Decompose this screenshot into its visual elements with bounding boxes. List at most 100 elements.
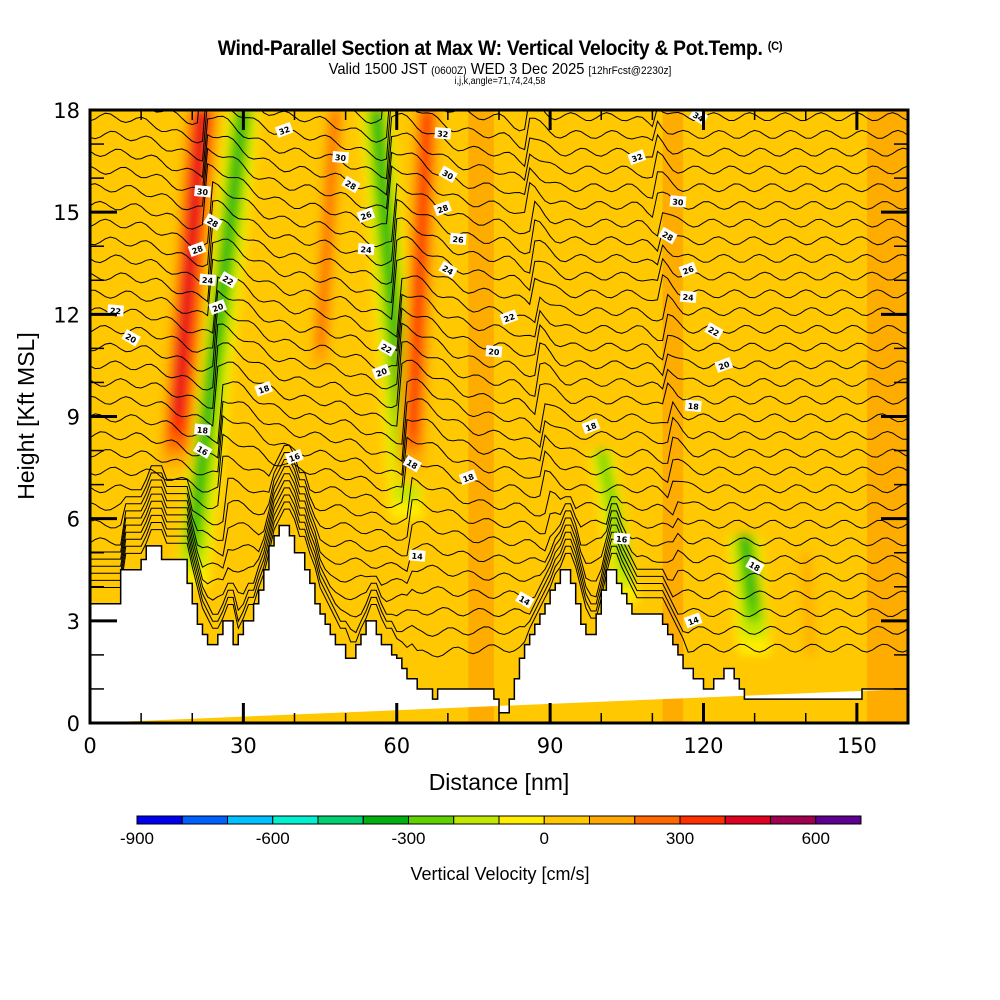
theta-contour-line	[90, 508, 908, 658]
contour-label-bg	[341, 175, 361, 194]
contour-label-text: 24	[682, 293, 694, 303]
theta-contour-line	[90, 180, 908, 249]
contour-label: 14	[683, 612, 703, 629]
colorbar-swatch	[227, 815, 274, 825]
colorbar: -900 -600 -300 0 300 600	[120, 815, 862, 848]
theta-contour-line	[90, 163, 908, 230]
contour-label-text: 14	[687, 615, 701, 627]
contour-label-bg	[187, 241, 207, 258]
contour-label: 20	[371, 363, 391, 380]
colorbar-swatch	[543, 815, 590, 825]
contour-label-bg	[284, 448, 304, 465]
contour-label-bg	[458, 469, 478, 486]
contour-label-bg	[669, 195, 687, 208]
colorbar-swatch	[589, 815, 636, 825]
theta-contour-line	[90, 398, 908, 463]
chart-title-text: Wind-Parallel Section at Max W: Vertical…	[217, 37, 763, 60]
theta-contours	[90, 110, 908, 658]
contour-label-bg	[515, 591, 535, 609]
contour-label-text: 32	[437, 129, 449, 139]
contour-label-bg	[193, 441, 213, 459]
contour-label: 18	[684, 399, 702, 412]
colorbar-swatch	[679, 815, 726, 825]
field-band	[769, 110, 806, 723]
contour-label-bg	[627, 149, 647, 166]
contour-label: 26	[678, 261, 698, 278]
contour-label-text: 18	[584, 421, 598, 433]
contour-label: 20	[485, 345, 503, 358]
colorbar-swatch	[181, 815, 228, 825]
chart-title: Wind-Parallel Section at Max W: Vertical…	[40, 37, 960, 61]
colorbar-tick-label: -600	[256, 829, 290, 848]
colorbar-swatch	[634, 815, 681, 825]
y-tick-label: 0	[67, 712, 80, 736]
theta-contour-line	[90, 466, 908, 557]
terrain-mask	[90, 524, 908, 723]
contour-label-bg	[408, 549, 426, 562]
contour-label: 24	[679, 290, 697, 303]
contour-label-bg	[704, 322, 724, 340]
contour-label-text: 28	[436, 203, 450, 215]
contour-label-text: 32	[278, 125, 292, 137]
theta-contour-line	[90, 494, 908, 618]
contour-label-text: 16	[616, 535, 628, 545]
theta-contour-line	[90, 501, 908, 637]
contour-label-text: 26	[682, 264, 696, 276]
y-tick-label: 3	[67, 610, 80, 634]
contour-label: 22	[499, 309, 519, 326]
colorbar-tick-label: 600	[802, 829, 830, 848]
downdraft-region	[740, 535, 759, 604]
grid-indices: i,j,k,angle=71,74,24,58	[454, 76, 546, 87]
y-tick-label: 9	[67, 406, 80, 430]
contour-label: 28	[433, 200, 452, 217]
theta-contour-line	[90, 473, 908, 573]
x-tick-label: 120	[683, 734, 723, 758]
x-tick-label: 150	[837, 734, 877, 758]
forecast-info: [12hrFcst@2230z]	[588, 65, 672, 77]
theta-contour-line	[90, 378, 908, 445]
contour-label-bg	[332, 151, 350, 164]
contour-label-bg	[199, 273, 217, 286]
terrain-profile	[90, 524, 908, 723]
contour-label: 26	[449, 232, 467, 246]
colorbar-tick-label: -900	[120, 829, 154, 848]
theta-contour-line	[90, 198, 908, 268]
contour-label: 26	[356, 207, 376, 224]
copyright-mark: (C)	[767, 39, 783, 53]
contour-label: 30	[332, 151, 350, 164]
contour-label: 18	[254, 380, 274, 397]
contour-label-bg	[356, 207, 376, 224]
contour-label-bg	[208, 299, 228, 315]
contour-label-bg	[433, 200, 452, 217]
contour-label: 32	[274, 122, 294, 138]
contour-label-bg	[218, 271, 238, 289]
contour-label: 14	[408, 549, 426, 562]
theta-contour-line	[90, 147, 908, 211]
contour-label-bg	[485, 345, 503, 358]
contour-label-bg	[434, 127, 452, 140]
theta-contour-line	[90, 414, 908, 476]
contour-label-bg	[438, 260, 458, 279]
y-tick-label: 12	[53, 303, 80, 327]
contour-label: 30	[669, 195, 687, 208]
colorbar-title: Vertical Velocity [cm/s]	[410, 864, 589, 884]
theta-contour-line	[90, 359, 908, 427]
contour-label-bg	[499, 309, 519, 326]
x-tick-label: 90	[537, 734, 564, 758]
contour-label-text: 18	[196, 426, 208, 436]
contour-label-text: 30	[196, 187, 208, 197]
theta-contour-line	[90, 340, 908, 409]
updraft-region	[801, 552, 815, 655]
feature-layer	[156, 110, 820, 672]
contour-label-bg	[194, 185, 211, 198]
x-axis-label: Distance [nm]	[429, 769, 570, 795]
theta-contour-line	[90, 452, 908, 526]
contour-label-text: 30	[335, 153, 347, 163]
contour-label: 32	[627, 149, 647, 166]
x-tick-label: 0	[83, 734, 96, 758]
colorbar-swatch	[815, 815, 862, 825]
field-band	[662, 110, 684, 723]
contour-label: 24	[357, 242, 375, 256]
contour-label-bg	[438, 165, 458, 184]
